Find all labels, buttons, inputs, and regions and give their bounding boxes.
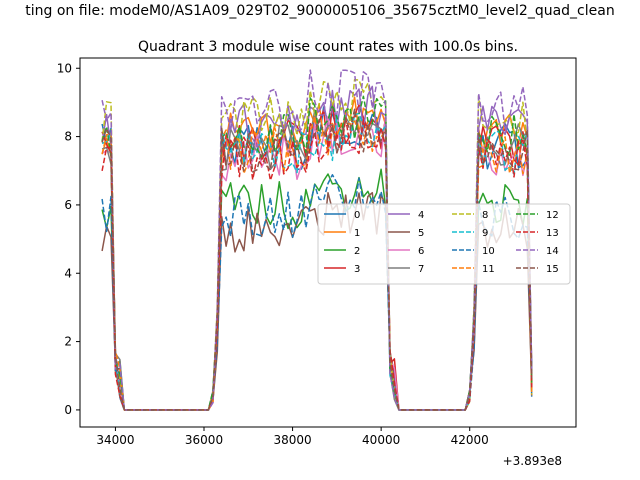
x-offset-label: +3.893e8 (503, 454, 562, 468)
legend-label-12: 12 (546, 210, 559, 221)
y-tick-label: 2 (64, 335, 72, 349)
y-tick-label: 6 (64, 198, 72, 212)
legend-label-1: 1 (354, 228, 360, 239)
legend-label-4: 4 (418, 210, 424, 221)
x-tick-label: 42000 (451, 433, 489, 447)
legend-label-14: 14 (546, 246, 559, 257)
legend-label-11: 11 (482, 264, 495, 275)
legend-box (317, 203, 571, 285)
figure-title: ting on file: modeM0/AS1A09_029T02_90000… (25, 3, 614, 19)
legend-label-13: 13 (546, 228, 559, 239)
axes-frame (79, 57, 577, 428)
legend-label-9: 9 (482, 228, 488, 239)
y-tick-label: 0 (64, 403, 72, 417)
legend-label-2: 2 (354, 246, 360, 257)
legend-label-6: 6 (418, 246, 424, 257)
chart-title: Quadrant 3 module wise count rates with … (138, 39, 518, 55)
y-tick-label: 4 (64, 266, 72, 280)
legend-label-3: 3 (354, 264, 360, 275)
x-tick-label: 38000 (273, 433, 311, 447)
legend-label-7: 7 (418, 264, 424, 275)
legend-label-8: 8 (482, 210, 488, 221)
x-tick-label: 36000 (185, 433, 223, 447)
y-tick-label: 8 (64, 130, 72, 144)
x-tick-label: 40000 (362, 433, 400, 447)
legend-label-10: 10 (482, 246, 495, 257)
y-tick-label: 10 (57, 61, 72, 75)
legend-label-15: 15 (546, 264, 559, 275)
legend-label-5: 5 (418, 228, 424, 239)
x-tick-label: 34000 (96, 433, 134, 447)
series-line-15 (101, 108, 533, 411)
plot-area (101, 69, 533, 411)
legend-label-0: 0 (354, 210, 360, 221)
